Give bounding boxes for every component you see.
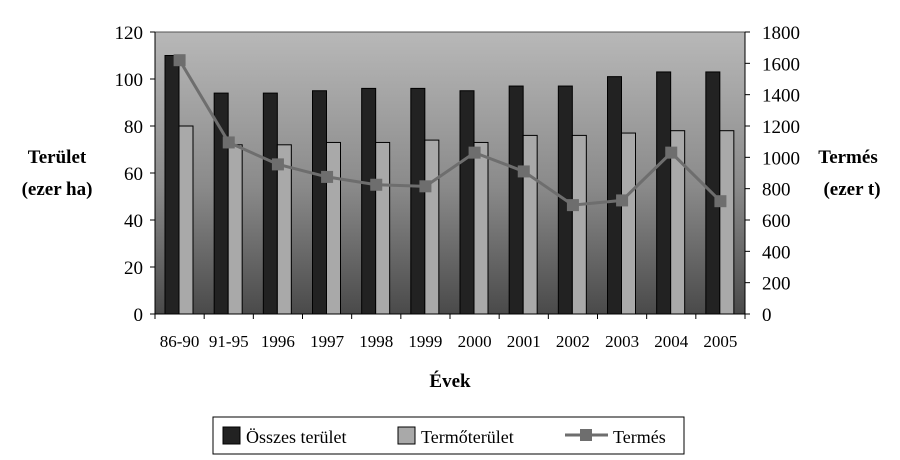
bar-termo-2002 bbox=[571, 134, 587, 315]
right-axis-ticks: 0 200 400 600 800 1000 1200 1400 1600 1800 bbox=[745, 23, 800, 326]
marker-termes-1999 bbox=[419, 180, 432, 193]
left-tick-label: 80 bbox=[124, 117, 143, 138]
y-right-title-line1: Termés bbox=[818, 147, 877, 168]
bar-termo-86-90 bbox=[178, 125, 194, 315]
x-tick-label: 2002 bbox=[556, 332, 590, 351]
bar-osszes-1996 bbox=[262, 92, 278, 315]
y-left-title-line1: Terület bbox=[28, 147, 87, 168]
bar-termo-1997 bbox=[326, 141, 341, 315]
right-tick-label: 1600 bbox=[762, 54, 800, 75]
bar-termo-2005 bbox=[719, 130, 735, 315]
legend-marker-termes bbox=[580, 429, 592, 441]
right-tick-label: 600 bbox=[762, 211, 791, 232]
marker-termes-2002 bbox=[566, 199, 579, 212]
legend-label-osszes: Összes terület bbox=[246, 427, 346, 447]
left-tick-label: 40 bbox=[124, 211, 143, 232]
marker-termes-2003 bbox=[616, 194, 629, 207]
marker-termes-2000 bbox=[468, 146, 481, 159]
bar-termo-2000 bbox=[473, 141, 489, 315]
right-tick-label: 1400 bbox=[762, 86, 800, 107]
x-tick-label: 1998 bbox=[359, 332, 393, 351]
x-tick-label: 1997 bbox=[310, 332, 345, 351]
legend-label-termo: Termőterület bbox=[421, 427, 514, 447]
bar-osszes-2001 bbox=[508, 85, 524, 315]
left-axis-ticks: 0 20 40 60 80 100 120 bbox=[115, 23, 155, 326]
legend: Összes terület Termőterület Termés bbox=[212, 416, 685, 455]
x-tick-label: 2004 bbox=[654, 332, 689, 351]
left-tick-label: 20 bbox=[124, 258, 143, 279]
bar-termo-1999 bbox=[424, 139, 440, 315]
bar-termo-2001 bbox=[522, 134, 538, 315]
bar-termo-2003 bbox=[621, 132, 636, 315]
marker-termes-1996 bbox=[271, 158, 284, 171]
bar-osszes-1997 bbox=[312, 90, 327, 315]
plot-area bbox=[154, 31, 746, 315]
right-tick-label: 400 bbox=[762, 242, 791, 263]
right-tick-label: 1000 bbox=[762, 148, 800, 169]
legend-swatch-osszes bbox=[222, 426, 241, 445]
bar-osszes-2004 bbox=[656, 71, 672, 315]
x-tick-label: 2000 bbox=[458, 332, 492, 351]
marker-termes-2005 bbox=[714, 195, 727, 208]
legend-label-termes: Termés bbox=[613, 427, 666, 447]
marker-termes-2004 bbox=[665, 146, 678, 159]
left-tick-label: 120 bbox=[115, 23, 144, 44]
x-axis-ticks: 86-90 91-95 1996 1997 1998 1999 2000 2001 2002 20… bbox=[154, 314, 746, 351]
left-tick-label: 60 bbox=[124, 164, 143, 185]
marker-termes-91-95 bbox=[222, 136, 235, 149]
bar-osszes-1998 bbox=[361, 87, 377, 315]
marker-termes-2001 bbox=[517, 165, 530, 178]
left-tick-label: 100 bbox=[115, 70, 144, 91]
right-tick-label: 0 bbox=[762, 305, 772, 326]
x-tick-label: 91-95 bbox=[209, 332, 249, 351]
right-tick-label: 1200 bbox=[762, 117, 800, 138]
bar-termo-91-95 bbox=[227, 144, 243, 315]
bar-osszes-91-95 bbox=[213, 92, 229, 315]
right-tick-label: 1800 bbox=[762, 23, 800, 44]
line-layer bbox=[173, 54, 727, 212]
x-tick-label: 2003 bbox=[605, 332, 639, 351]
right-tick-label: 200 bbox=[762, 274, 791, 295]
y-right-title-line2: (ezer t) bbox=[823, 179, 880, 200]
x-tick-label: 86-90 bbox=[160, 332, 200, 351]
right-tick-label: 800 bbox=[762, 180, 791, 201]
x-tick-label: 1999 bbox=[408, 332, 442, 351]
bar-osszes-1999 bbox=[410, 87, 426, 315]
marker-termes-86-90 bbox=[173, 54, 186, 67]
bar-osszes-86-90 bbox=[164, 55, 180, 315]
x-tick-label: 1996 bbox=[261, 332, 295, 351]
x-tick-label: 2001 bbox=[507, 332, 541, 351]
bar-termo-1998 bbox=[375, 141, 391, 315]
y-left-title-line2: (ezer ha) bbox=[22, 179, 93, 200]
x-tick-label: 2005 bbox=[703, 332, 737, 351]
left-tick-label: 0 bbox=[134, 305, 144, 326]
x-axis-title: Évek bbox=[429, 370, 471, 392]
bar-osszes-2000 bbox=[459, 90, 475, 315]
marker-termes-1997 bbox=[321, 170, 334, 183]
marker-termes-1998 bbox=[370, 178, 383, 191]
line-termes bbox=[178, 59, 722, 207]
legend-swatch-termo bbox=[397, 426, 416, 445]
